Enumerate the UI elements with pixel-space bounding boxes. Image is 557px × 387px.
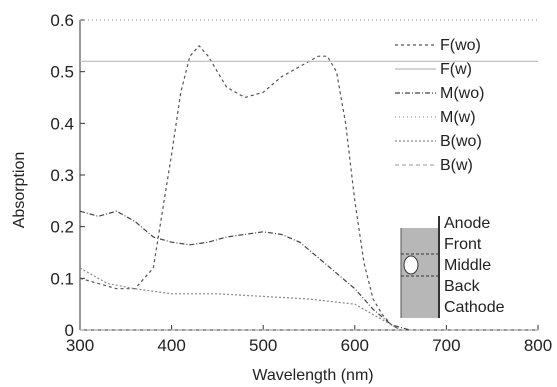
- x-axis-label: Wavelength (nm): [252, 367, 373, 384]
- legend-label: F(wo): [440, 37, 481, 54]
- y-tick-label: 0.4: [50, 114, 74, 133]
- y-axis-label: Absorption: [11, 152, 28, 229]
- series-layer: [79, 19, 538, 331]
- x-tick-label: 700: [432, 336, 460, 355]
- inset-label: Cathode: [444, 299, 505, 316]
- inset-band: [401, 228, 439, 318]
- legend-label: M(wo): [440, 85, 484, 102]
- inset-label: Middle: [444, 257, 491, 274]
- inset-label: Anode: [444, 215, 490, 232]
- x-tick-label: 400: [157, 336, 185, 355]
- y-tick-label: 0.5: [50, 63, 74, 82]
- legend-label: F(w): [440, 61, 472, 78]
- inset-diagram: Anode Front Middle Back Cathode: [400, 215, 505, 318]
- y-tick-label: 0.1: [50, 269, 74, 288]
- series-line-2: [79, 210, 410, 331]
- axes: 300 400 500 600 700 800 0 0.1 0.2 0.3 0.4 0.5 0.6: [50, 11, 552, 355]
- x-tick-label: 600: [341, 336, 369, 355]
- series-line-0: [79, 44, 401, 331]
- y-tick-label: 0.6: [50, 11, 74, 30]
- inset-label: Front: [444, 236, 482, 253]
- y-tick-label: 0.3: [50, 166, 74, 185]
- legend-label: B(w): [440, 157, 473, 174]
- x-tick-label: 800: [524, 336, 552, 355]
- x-tick-label: 300: [66, 336, 94, 355]
- y-tick-label: 0.2: [50, 218, 74, 237]
- series-line-4: [79, 267, 401, 331]
- legend-label: M(w): [440, 109, 476, 126]
- x-tick-label: 500: [249, 336, 277, 355]
- legend: F(wo) F(w) M(wo) M(w) B(wo) B(w): [395, 37, 484, 174]
- legend-label: B(wo): [440, 133, 482, 150]
- inset-label: Back: [444, 278, 481, 295]
- inset-marker: [403, 255, 419, 275]
- y-tick-label: 0: [65, 321, 74, 340]
